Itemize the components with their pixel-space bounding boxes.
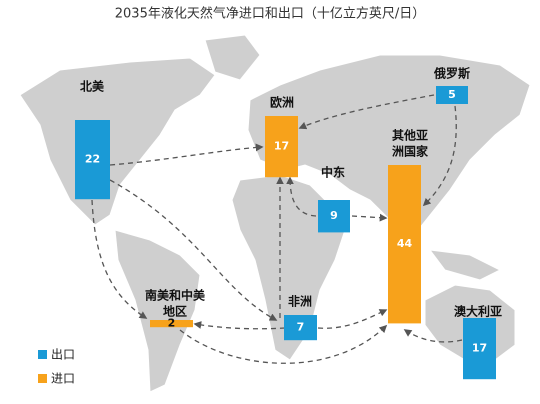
region-value: 7 <box>297 321 305 334</box>
region-value: 2 <box>168 317 176 330</box>
region-label: 非洲 <box>288 294 312 309</box>
region-bar <box>265 116 298 178</box>
region-bar <box>436 86 468 104</box>
region-label: 澳大利亚 <box>454 304 502 319</box>
region-label: 欧洲 <box>270 95 294 110</box>
region-bar <box>318 200 350 233</box>
trade-routes <box>91 94 463 364</box>
region-value: 44 <box>397 237 413 250</box>
legend-swatch <box>38 350 47 359</box>
region-label: 北美 <box>80 79 105 94</box>
title: 2035年液化天然气净进口和出口（十亿立方英尺/日） <box>115 6 425 22</box>
region-bar <box>388 165 421 324</box>
region-bar <box>150 320 193 328</box>
region-bar <box>463 318 496 380</box>
legend-label: 进口 <box>51 372 75 386</box>
region-value: 17 <box>472 342 487 355</box>
region-value: 17 <box>274 140 289 153</box>
region-label: 俄罗斯 <box>433 66 470 81</box>
region-label: 地区 <box>163 304 187 319</box>
region-value: 9 <box>330 209 338 222</box>
legend-swatch <box>38 374 47 383</box>
region-label: 其他亚 <box>392 128 428 143</box>
region-bar <box>75 120 110 200</box>
legend-label: 出口 <box>51 348 75 362</box>
region-value: 22 <box>85 153 100 166</box>
region-label: 洲国家 <box>392 144 429 159</box>
region-label: 南美和中美 <box>145 288 206 303</box>
region-label: 中东 <box>321 165 345 180</box>
region-value: 5 <box>448 88 456 101</box>
region-bar <box>284 315 317 341</box>
